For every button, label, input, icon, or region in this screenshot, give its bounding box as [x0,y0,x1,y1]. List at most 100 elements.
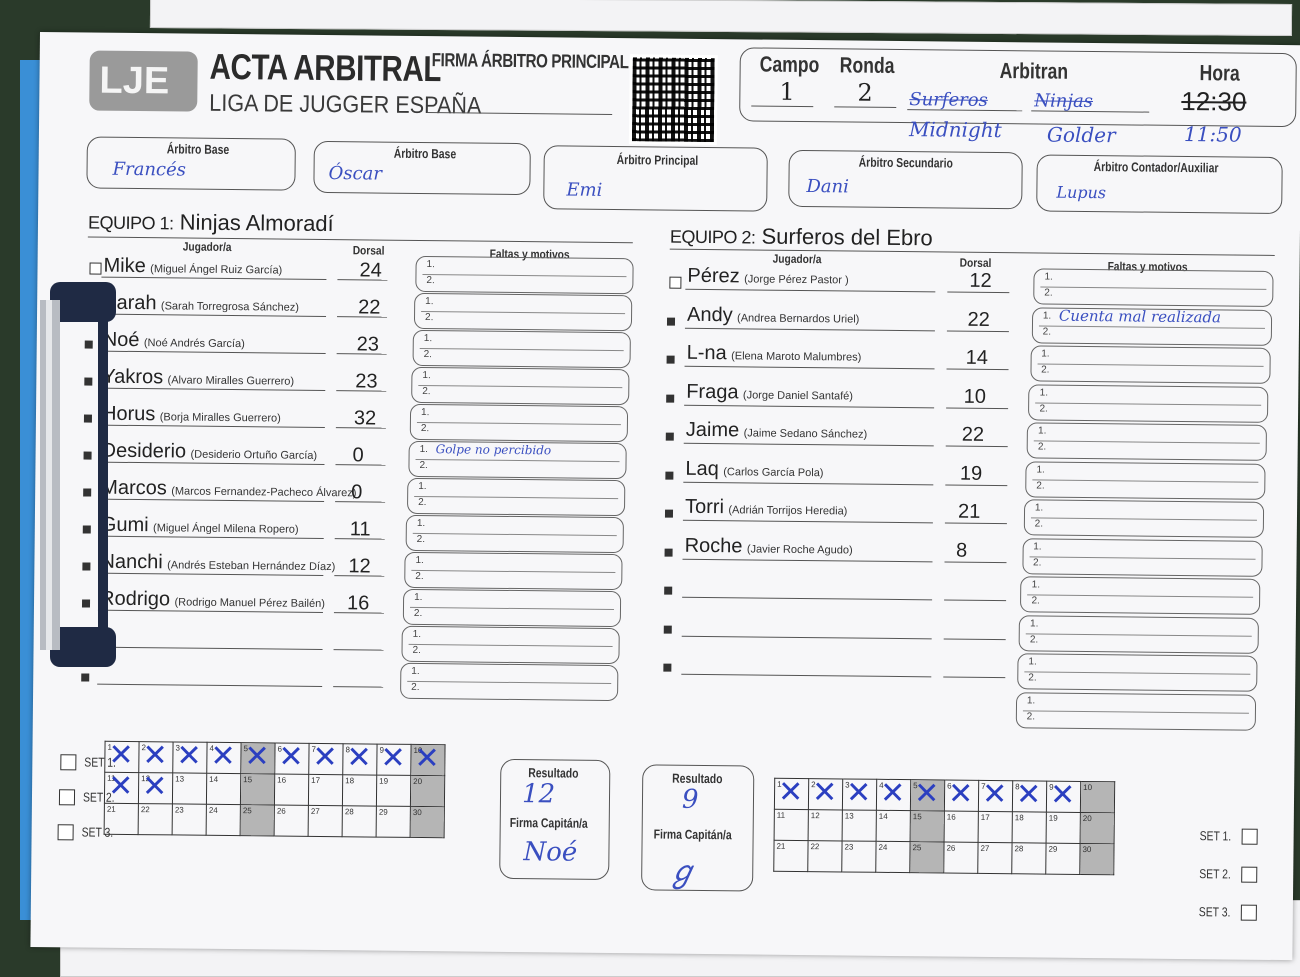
team2-faltas-box[interactable]: 1. 2. [1033,268,1274,307]
score-cell[interactable]: 5 ✕ [240,739,276,774]
score-cell[interactable]: 24 [206,804,241,836]
team1-faltas-box[interactable]: 1. 2. [406,477,626,517]
set-checkbox[interactable] [1241,828,1258,845]
player-dorsal: 19 [959,462,983,485]
player-fullname: (Miguel Ángel Ruiz García) [150,263,283,277]
score-cell[interactable]: 10 [1080,781,1115,813]
score-cell[interactable]: 19 [376,775,411,807]
score-cell[interactable]: 30 [1079,843,1115,875]
team1-faltas-box[interactable]: 1. 2. [411,366,630,406]
score-cell[interactable]: 8 ✕ [1012,777,1047,813]
team1-faltas-box[interactable]: 1. 2. [400,662,619,702]
score-cell[interactable]: 14 [206,773,241,805]
score-cell[interactable]: 11 ✕ [104,769,139,804]
set-checkbox[interactable] [1241,866,1258,883]
team1-faltas-box[interactable]: 1. 2. [412,329,631,369]
team2-faltas-box[interactable]: 1. 2. [1015,691,1256,731]
score-mark: ✕ [777,774,804,811]
team2-score-grid: 1 ✕ 2 ✕ 3 ✕ 4 ✕ 5 ✕ 6 ✕ 7 ✕ 8 ✕ 9 ✕ 10 11 12 13 14 15 16 17 18 19 20… [773,774,1115,876]
score-cell[interactable]: 16 [274,773,309,806]
team1-faltas-box[interactable]: 1. 2. [415,255,634,295]
team2-faltas-box[interactable]: 1. 2. [1020,576,1261,615]
score-cell[interactable]: 6 ✕ [274,740,310,775]
score-cell[interactable]: 21 [773,840,809,872]
score-cell[interactable]: 23 [172,803,207,836]
team2-faltas-box[interactable]: 1. 2. Cuenta mal realizada [1031,306,1272,346]
score-cell[interactable]: 6 ✕ [944,777,979,812]
set-checkbox[interactable] [58,789,76,806]
score-mark: ✕ [176,738,202,774]
score-cell[interactable]: 22 [138,803,173,835]
team2-faltas-box[interactable]: 1. 2. [1029,345,1271,384]
score-cell[interactable]: 9 ✕ [1046,778,1081,813]
score-cell[interactable]: 12 ✕ [138,769,173,804]
score-cell[interactable]: 28 [1011,842,1047,875]
score-cell[interactable]: 16 [944,811,979,843]
arbitran-written-1: Midnight [908,117,1002,143]
score-mark: ✕ [1015,777,1042,813]
set-checkbox[interactable] [57,824,74,841]
team2-faltas-box[interactable]: 1. 2. [1018,614,1260,654]
team1-faltas-box[interactable]: 1. 2. [413,292,633,332]
score-cell[interactable]: 17 [308,774,343,806]
score-cell[interactable]: 4 ✕ [206,739,242,774]
team1-faltas-box[interactable]: 1. 2. [409,403,629,443]
score-cell[interactable]: 7 ✕ [308,740,344,775]
score-cell[interactable]: 29 [1045,843,1081,875]
score-cell[interactable]: 17 [978,811,1013,843]
score-cell[interactable]: 10 ✕ [410,741,446,776]
score-cell[interactable]: 26 [943,842,979,874]
team2-faltas-box[interactable]: 1. 2. [1028,383,1269,423]
score-cell[interactable]: 30 [410,806,445,838]
score-cell[interactable]: 19 [1046,812,1081,844]
score-cell[interactable]: 25 [909,841,945,874]
score-cell[interactable]: 11 [774,809,809,841]
score-cell[interactable]: 14 [876,810,911,842]
team1-faltas-box[interactable]: 1. 2. [402,588,622,628]
score-cell[interactable]: 9 ✕ [376,741,412,776]
score-cell[interactable]: 22 [807,840,843,872]
score-cell[interactable]: 7 ✕ [978,777,1013,812]
score-cell[interactable]: 23 [841,840,877,873]
score-cell[interactable]: 8 ✕ [342,740,378,776]
campo-value: 1 [779,77,795,106]
score-cell[interactable]: 29 [376,806,411,838]
score-cell[interactable]: 12 [808,809,843,841]
score-cell[interactable]: 20 [410,775,445,807]
team1-faltas-box[interactable]: 1. 2. [401,625,620,665]
score-cell[interactable]: 5 ✕ [910,776,945,811]
score-cell[interactable]: 18 [1012,811,1047,844]
score-cell[interactable]: 15 [240,773,275,805]
score-cell[interactable]: 4 ✕ [876,776,911,811]
team2-faltas-box[interactable]: 1. 2. [1017,653,1258,692]
set-checkbox[interactable] [1240,904,1257,921]
team2-captain-signature: ℊ [667,854,698,890]
team2-faltas-box[interactable]: 1. 2. [1025,460,1266,500]
score-cell[interactable]: 20 [1080,812,1115,844]
score-cell[interactable]: 3 ✕ [172,738,208,774]
score-cell[interactable]: 21 [104,803,139,835]
score-cell[interactable]: 3 ✕ [842,775,877,811]
team2-faltas-box[interactable]: 1. 2. [1023,499,1264,538]
team1-faltas-box[interactable]: 1. 2. [405,514,624,554]
score-cell[interactable]: 27 [977,842,1013,874]
score-cell[interactable]: 25 [240,804,275,836]
team1-firma-label: Firma Capitán/a [509,814,588,831]
team1-faltas-box[interactable]: 1. 2. [404,551,623,591]
team2-faltas-box[interactable]: 1. 2. [1026,422,1268,461]
team1-player-row: Sarah (Sarah Torregrosa Sánchez) [103,292,299,330]
score-cell[interactable]: 2 ✕ [808,775,843,810]
score-cell[interactable]: 28 [342,805,377,838]
team2-faltas-box[interactable]: 1. 2. [1021,537,1263,577]
score-cell[interactable]: 27 [308,805,343,837]
score-cell[interactable]: 15 [910,810,945,843]
score-cell[interactable]: 24 [875,841,911,873]
set-checkbox[interactable] [60,754,77,771]
score-cell[interactable]: 18 [342,774,377,807]
player-fullname: (Andrea Bernardos Uriel) [737,311,860,326]
score-cell[interactable]: 13 [172,772,207,805]
team1-faltas-box[interactable]: 1. 2. Golpe no percibido [408,440,627,480]
score-cell[interactable]: 26 [274,804,309,837]
score-cell[interactable]: 13 [842,809,877,842]
score-cell[interactable]: 1 ✕ [774,774,809,811]
